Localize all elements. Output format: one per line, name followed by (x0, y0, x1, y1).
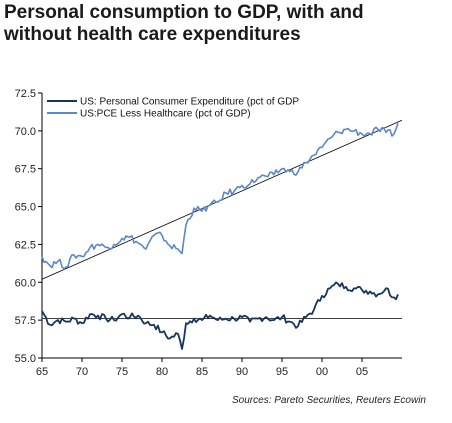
x-tick-label: 70 (76, 366, 88, 378)
axes-layer: 55.0 57.5 60.0 62.5 65.0 67.5 70.0 72.5 65 70 75 80… (15, 88, 402, 378)
y-tick-label: 55.0 (15, 353, 36, 365)
y-tick-label: 62.5 (15, 239, 36, 251)
series-line-2 (41, 123, 399, 270)
chart-title-line-1: Personal consumption to GDP, with and (4, 2, 364, 23)
y-tick-label: 72.5 (15, 88, 36, 100)
x-tick-label: 65 (36, 366, 48, 378)
x-tick-label: 85 (196, 366, 208, 378)
x-tick-label: 75 (116, 366, 128, 378)
legend-label-2: US:PCE Less Healthcare (pct of GDP) (80, 109, 251, 120)
series-lines (41, 123, 399, 350)
x-tick-label: 95 (276, 366, 288, 378)
chart-title: Personal consumption to GDP, with and wi… (4, 2, 444, 46)
source-note: Sources: Pareto Securities, Reuters Ecow… (232, 395, 426, 406)
legend: US: Personal Consumer Expenditure (pct o… (47, 97, 299, 120)
y-tick-label: 70.0 (15, 126, 36, 138)
series-line-1 (41, 281, 399, 350)
y-tick-label: 57.5 (15, 315, 36, 327)
legend-label-1: US: Personal Consumer Expenditure (pct o… (80, 97, 299, 108)
chart-title-line-2: without health care expenditures (4, 24, 301, 45)
y-tick-label: 67.5 (15, 164, 36, 176)
x-tick-label: 00 (316, 366, 328, 378)
x-tick-label: 90 (236, 366, 248, 378)
x-tick-label: 80 (156, 366, 168, 378)
y-tick-label: 60.0 (15, 277, 36, 289)
y-tick-label: 65.0 (15, 202, 36, 214)
x-tick-label: 05 (356, 366, 368, 378)
